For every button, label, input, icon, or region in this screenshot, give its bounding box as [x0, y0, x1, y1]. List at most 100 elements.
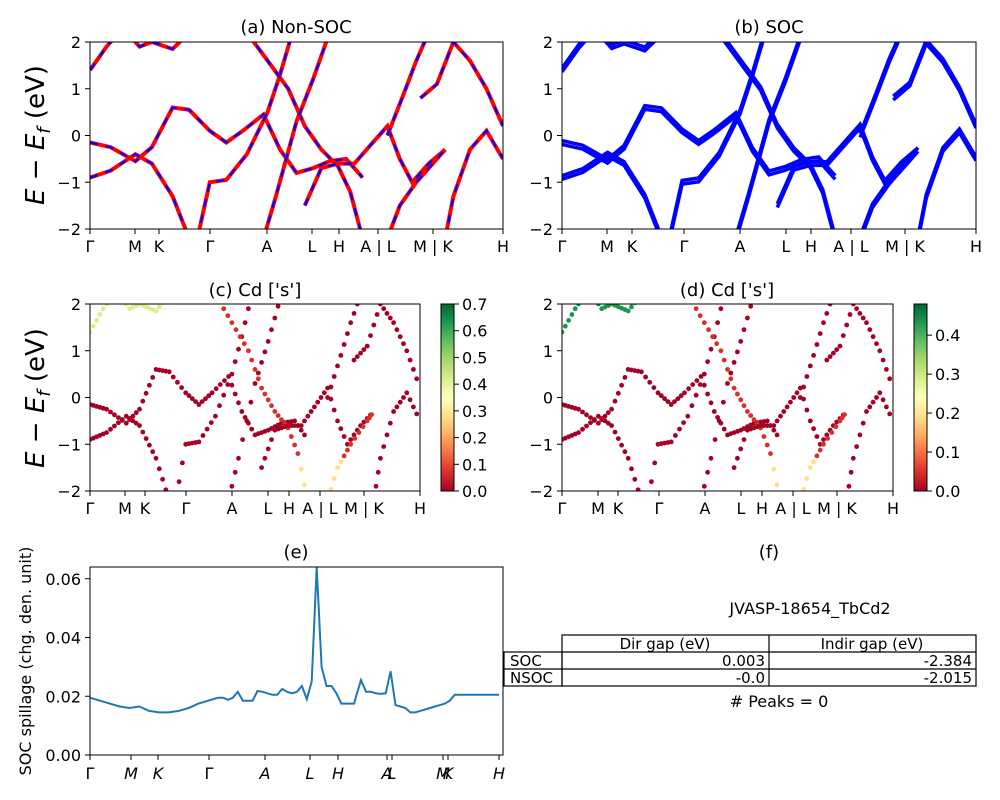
dot-239 — [884, 404, 889, 410]
dot-6 — [580, 409, 585, 415]
dot-160 — [298, 423, 304, 428]
dot-131 — [771, 466, 777, 472]
cbar-label-1: 0.6 — [462, 322, 487, 341]
dot-224 — [411, 367, 416, 372]
dot-184 — [804, 476, 810, 481]
dot-204 — [824, 311, 830, 316]
dot-205 — [354, 304, 360, 307]
dot-211 — [840, 333, 846, 338]
panel-d-points — [562, 304, 893, 491]
ytick-label-1: 1 — [543, 342, 553, 361]
dot-140 — [725, 381, 730, 386]
dot-251 — [596, 304, 601, 307]
dot-8 — [588, 415, 593, 420]
xtick-label-7: A | L — [302, 499, 338, 518]
dot-128 — [288, 434, 294, 439]
dot-144 — [265, 339, 271, 344]
dot-61 — [771, 427, 777, 433]
dot-94 — [200, 433, 206, 438]
dot-59 — [292, 418, 297, 424]
dot-95 — [677, 426, 682, 432]
dot-171 — [807, 418, 813, 424]
dot-243 — [94, 318, 99, 323]
dot-80 — [619, 442, 624, 448]
dot-36 — [686, 386, 691, 392]
dot-125 — [279, 417, 284, 423]
band-soc-dn-1 — [562, 154, 659, 229]
dot-170 — [331, 407, 337, 413]
dot-83 — [156, 466, 162, 472]
dot-214 — [378, 304, 383, 307]
dot-97 — [213, 413, 218, 419]
dot-209 — [361, 347, 367, 352]
dot-218 — [391, 320, 396, 326]
dot-29 — [662, 396, 667, 402]
dot-228 — [848, 469, 854, 475]
dot-28 — [658, 393, 664, 399]
dot-31 — [196, 402, 202, 407]
xtick-label-1: M — [600, 237, 614, 256]
dot-81 — [622, 449, 628, 455]
panel-e-title: (e) — [283, 542, 308, 563]
cbar-label-7: 0.0 — [462, 482, 487, 501]
dot-149 — [262, 455, 268, 461]
dot-77 — [609, 423, 614, 428]
dot-110 — [697, 313, 703, 319]
dot-76 — [605, 420, 611, 426]
dot-99 — [221, 392, 227, 398]
dot-165 — [788, 399, 793, 405]
dot-135 — [705, 469, 710, 475]
dot-260 — [625, 308, 631, 314]
dot-134 — [229, 483, 235, 489]
band-red-2 — [197, 42, 292, 229]
dot-88 — [180, 460, 185, 466]
xtick-label-7: A | L — [833, 237, 869, 256]
panel-b-title: (b) SOC — [734, 17, 803, 38]
dot-98 — [217, 403, 222, 409]
xtick-label-1: M — [128, 237, 142, 256]
dot-138 — [244, 418, 250, 424]
dot-140 — [252, 381, 258, 386]
dot-148 — [259, 465, 264, 470]
dot-221 — [874, 341, 879, 347]
frame — [561, 303, 894, 492]
dot-237 — [877, 390, 883, 396]
band-blue-dashed-4 — [265, 42, 328, 229]
dot-172 — [338, 426, 344, 432]
dot-225 — [414, 376, 420, 382]
dot-213 — [374, 312, 380, 317]
dot-113 — [710, 334, 715, 340]
dot-235 — [397, 399, 403, 405]
dot-142 — [731, 360, 737, 365]
dot-15 — [140, 398, 146, 404]
dot-69 — [108, 426, 113, 432]
dot-199 — [807, 363, 813, 369]
dot-98 — [689, 403, 695, 409]
xtick-label-6: H — [333, 237, 345, 256]
dot-34 — [678, 393, 684, 399]
dot-106 — [718, 306, 724, 312]
dot-74 — [127, 416, 132, 421]
band-blue-dashed-2 — [198, 42, 291, 229]
band-soc-up-5 — [775, 120, 920, 205]
dot-99 — [693, 392, 699, 398]
dot-218 — [864, 320, 869, 326]
dot-43 — [711, 409, 717, 414]
dot-215 — [381, 306, 387, 312]
dot-116 — [249, 357, 255, 363]
band-red-11 — [132, 42, 183, 52]
dot-15 — [612, 398, 618, 404]
xtick-label-2: K — [154, 237, 165, 256]
dot-188 — [345, 447, 350, 453]
dot-220 — [870, 334, 876, 340]
dot-68 — [104, 430, 109, 435]
dot-189 — [821, 441, 826, 447]
dot-141 — [255, 370, 261, 376]
dot-156 — [285, 423, 291, 428]
dot-40 — [701, 382, 707, 388]
dot-162 — [778, 413, 783, 419]
dot-159 — [768, 423, 773, 428]
table-row-soc-indir: -2.384 — [924, 652, 972, 670]
